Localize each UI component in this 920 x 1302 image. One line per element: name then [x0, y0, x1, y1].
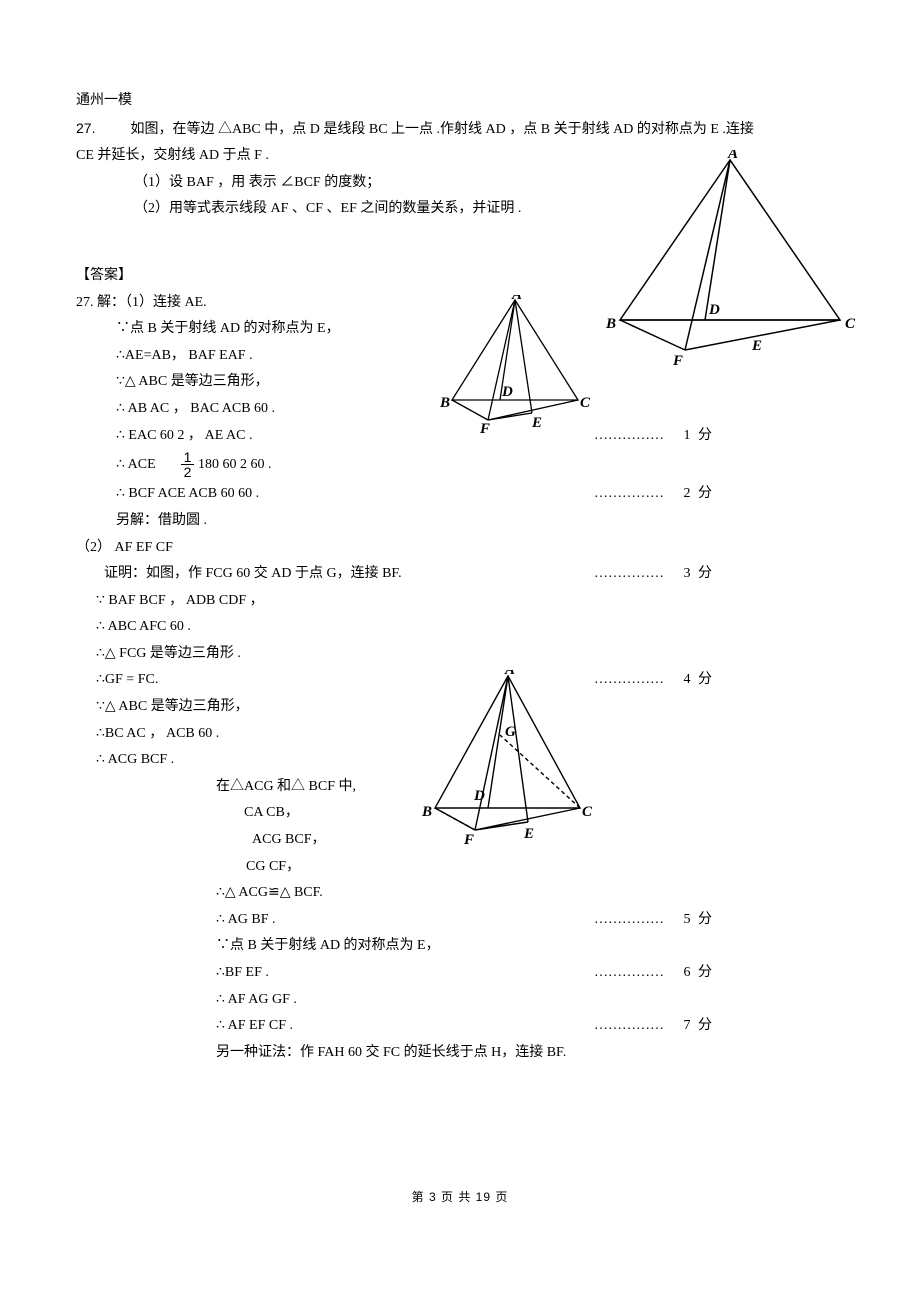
sol-l3: ∵△ ABC 是等边三角形， — [116, 369, 844, 396]
sol-l4: ∴ AB AC ， BAC ACB 60 . — [116, 396, 844, 423]
score-4: 4 分 — [684, 667, 715, 694]
answer-header: 【答案】 — [76, 263, 844, 290]
sol-l24: ∴BF EF . …………… 6 分 — [216, 960, 844, 987]
score-2: 2 分 — [684, 481, 715, 508]
problem-line-1: 27. 如图，在等边 △ABC 中，点 D 是线段 BC 上一点 .作射线 AD… — [76, 115, 844, 144]
sol-l11: ∴ ABC AFC 60 . — [96, 614, 844, 641]
sol-l13: ∴GF = FC. …………… 4 分 — [96, 667, 844, 694]
sol-l8: 另解：借助圆 . — [116, 508, 844, 535]
score-6: 6 分 — [684, 960, 715, 987]
page-footer: 第 3 页 共 19 页 — [76, 1186, 844, 1209]
sol-l14: ∵△ ABC 是等边三角形， — [96, 694, 844, 721]
sol-l21: ∴△ ACG≌△ BCF. — [216, 880, 844, 907]
sol-l1: ∵点 B 关于射线 AD 的对称点为 E， — [116, 316, 844, 343]
score-3: 3 分 — [684, 561, 715, 588]
sol-l26: ∴ AF EF CF . …………… 7 分 — [216, 1013, 844, 1040]
sol-l5: ∴ EAC 60 2 ， AE AC . …………… 1 分 — [116, 423, 844, 450]
score-dots-7: …………… — [594, 1013, 664, 1040]
sol-l20: CG CF， — [246, 854, 844, 881]
sol-l17: 在△ACG 和△ BCF 中, — [216, 774, 844, 801]
score-7: 7 分 — [684, 1013, 715, 1040]
problem-line-2: CE 并延长，交射线 AD 于点 F . — [76, 143, 844, 170]
score-dots-5: …………… — [594, 907, 664, 934]
sol-l10: ∵ BAF BCF ， ADB CDF ， — [96, 588, 844, 615]
sol-l27: 另一种证法：作 FAH 60 交 FC 的延长线于点 H，连接 BF. — [216, 1040, 844, 1067]
district-header: 通州一模 — [76, 88, 844, 115]
sol-l22: ∴ AG BF . …………… 5 分 — [216, 907, 844, 934]
score-dots-6: …………… — [594, 960, 664, 987]
score-5: 5 分 — [684, 907, 715, 934]
score-dots-1: …………… — [594, 423, 664, 450]
sol-l16: ∴ ACG BCF . — [96, 747, 844, 774]
problem-number: 27. — [76, 120, 95, 136]
score-1: 1 分 — [684, 423, 715, 450]
part2-header: （2） AF EF CF — [76, 535, 844, 562]
sol-l12: ∴△ FCG 是等边三角形 . — [96, 641, 844, 668]
sol-start: 27. 解：（1）连接 AE. — [76, 290, 844, 317]
problem-q1: （1）设 BAF ，用 表示 ∠BCF 的度数； — [134, 170, 844, 197]
sol-l25: ∴ AF AG GF . — [216, 987, 844, 1014]
sol-l6: ∴ ACE 12 180 60 2 60 . — [116, 449, 844, 481]
score-dots-3: …………… — [594, 561, 664, 588]
sol-l19: ACG BCF， — [252, 827, 844, 854]
sol-l23: ∵点 B 关于射线 AD 的对称点为 E， — [216, 933, 844, 960]
score-dots-2: …………… — [594, 481, 664, 508]
svg-text:C: C — [845, 316, 856, 332]
sol-l9: 证明：如图，作 FCG 60 交 AD 于点 G，连接 BF. …………… 3 … — [104, 561, 844, 588]
problem-text-1: 如图，在等边 △ABC 中，点 D 是线段 BC 上一点 .作射线 AD ，点 … — [130, 122, 753, 137]
sol-l15: ∴BC AC ， ACB 60 . — [96, 721, 844, 748]
sol-l18: CA CB， — [244, 800, 844, 827]
sol-l2: ∴AE=AB， BAF EAF . — [116, 343, 844, 370]
sol-l7: ∴ BCF ACE ACB 60 60 . …………… 2 分 — [116, 481, 844, 508]
problem-q2: （2）用等式表示线段 AF 、CF 、EF 之间的数量关系，并证明 . — [134, 196, 844, 223]
score-dots-4: …………… — [594, 667, 664, 694]
